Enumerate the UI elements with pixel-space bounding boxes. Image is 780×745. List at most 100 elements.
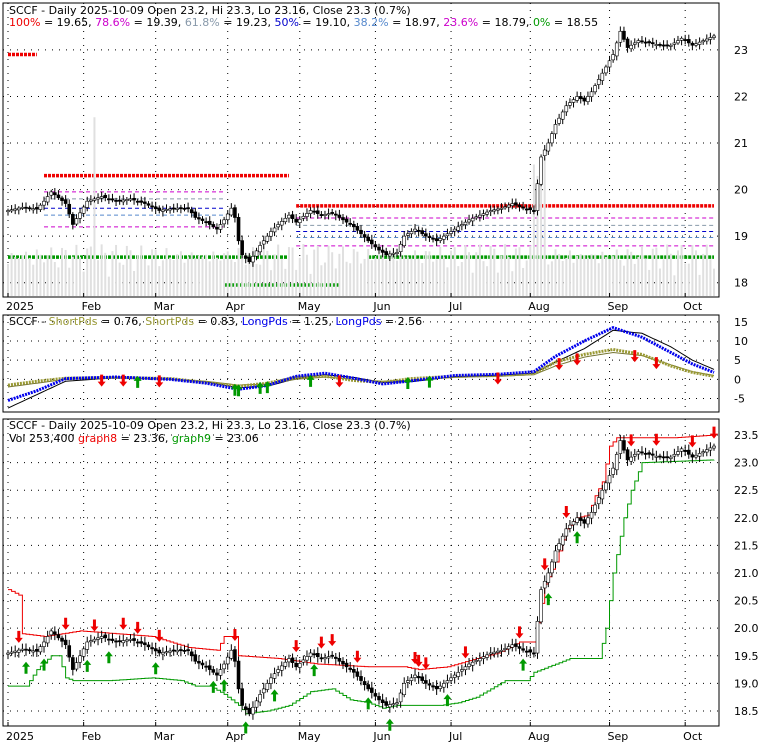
price-panel: SCCF - Daily 2025-10-09 Open 23.2, Hi 23…: [2, 2, 748, 313]
price-y-tick-label: 18: [734, 277, 748, 290]
price-chart-title: SCCF - Daily 2025-10-09 Open 23.2, Hi 23…: [9, 4, 411, 17]
price-candle: [243, 255, 248, 259]
bands-candle: [456, 672, 461, 677]
bands-candle: [496, 650, 500, 653]
bands-candle: [370, 687, 374, 693]
bands-down-arrow: [710, 426, 718, 439]
indicator-up-arrow: [263, 381, 272, 394]
indicator-down-arrow: [630, 350, 639, 363]
bands-candle: [92, 638, 97, 642]
price-candle: [416, 229, 421, 232]
bands-candle: [287, 658, 291, 663]
bands-candle: [74, 662, 79, 670]
price-candle: [215, 227, 219, 230]
bands-candle: [215, 672, 219, 676]
bands-candle: [557, 543, 561, 551]
bands-y-tick-label: 21.5: [734, 539, 759, 552]
bands-up-arrow: [151, 662, 160, 675]
price-candle: [24, 206, 28, 209]
price-candle: [67, 203, 72, 215]
price-candle: [348, 222, 352, 225]
price-candle: [103, 194, 108, 199]
price-candle: [351, 223, 356, 228]
price-candle: [564, 105, 569, 113]
price-candle: [63, 199, 68, 204]
bands-candle: [622, 440, 626, 451]
bands-candle: [13, 650, 18, 653]
price-candle: [269, 231, 273, 237]
bands-candle: [218, 669, 223, 676]
bands-candle: [431, 685, 435, 688]
bands-candle: [233, 649, 237, 662]
price-candle: [161, 209, 165, 212]
price-candle: [607, 60, 612, 68]
bands-candle: [355, 671, 360, 677]
price-candle: [222, 219, 226, 225]
bands-candles: [6, 434, 716, 720]
price-candle: [694, 43, 698, 46]
price-candle: [287, 214, 291, 219]
price-x-tick-label: May: [298, 300, 321, 313]
price-candle: [308, 210, 313, 214]
price-candle: [380, 249, 385, 253]
bands-candle: [690, 454, 695, 458]
bands-candle: [535, 620, 540, 654]
price-candle: [312, 210, 316, 213]
bands-candle: [532, 652, 536, 655]
price-candle: [233, 207, 237, 218]
bands-candle: [668, 456, 673, 459]
bands-candle: [528, 649, 533, 653]
bands-candle: [697, 453, 702, 457]
price-candle: [366, 236, 371, 242]
bands-candle: [164, 651, 169, 654]
bands-down-arrow: [353, 650, 362, 663]
bands-candle: [85, 641, 90, 650]
price-gridlines: [3, 3, 719, 297]
price-candle: [470, 217, 475, 222]
bands-candle: [319, 657, 324, 660]
indicator-title-part-1: ShortPds: [49, 315, 98, 328]
indicator-up-arrow: [234, 384, 243, 397]
bands-candle: [326, 656, 331, 659]
price-candle: [56, 194, 61, 199]
bands-candle: [568, 524, 572, 529]
bands-candle: [38, 646, 43, 653]
bands-candle: [27, 649, 32, 652]
bands-candle: [514, 643, 518, 647]
price-candle: [171, 207, 176, 210]
indicator-down-arrow: [155, 375, 164, 388]
price-candle: [690, 42, 695, 46]
indicator-title-part-3: ShortPds: [145, 315, 194, 328]
price-candle: [632, 42, 637, 45]
bands-candle: [589, 511, 594, 519]
price-candle: [578, 96, 583, 100]
bands-candle: [553, 550, 558, 563]
bands-candle: [694, 454, 698, 458]
bands-candle: [247, 707, 252, 715]
fib-legend-value-4: = 18.97,: [389, 16, 444, 29]
price-candle: [712, 35, 716, 38]
bands-candle: [207, 665, 212, 670]
lower-band-line: [8, 459, 715, 715]
price-candle: [157, 207, 162, 211]
bands-candle: [647, 452, 651, 455]
bands-candle: [99, 636, 104, 639]
price-candle: [445, 233, 450, 237]
bands-candle: [701, 451, 705, 454]
bands-subtitle: Vol 253,400 graph8 = 23.36, graph9 = 23.…: [9, 432, 259, 445]
bands-candle: [614, 454, 619, 471]
price-candle: [528, 207, 533, 211]
price-candle: [442, 235, 446, 240]
price-candle: [661, 44, 666, 47]
bands-candle: [175, 649, 180, 653]
price-candle: [697, 41, 702, 45]
price-candle: [406, 233, 410, 236]
bands-candle: [413, 674, 417, 678]
price-candle: [186, 207, 190, 210]
bands-candle: [96, 637, 100, 640]
bands-candle: [377, 696, 381, 701]
bands-candle: [550, 561, 554, 574]
price-candle: [229, 207, 234, 216]
price-candle: [521, 206, 525, 209]
price-candle: [81, 206, 86, 214]
